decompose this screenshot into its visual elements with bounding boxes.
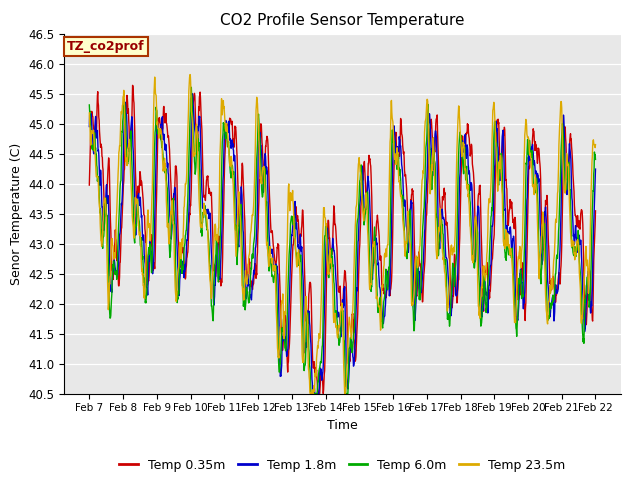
Temp 23.5m — [255, 136, 262, 142]
Temp 23.5m — [198, 218, 206, 224]
Temp 23.5m — [532, 181, 540, 187]
Temp 0.35m — [532, 142, 540, 148]
Temp 0.35m — [421, 247, 429, 252]
Temp 6.0m — [421, 165, 429, 170]
Temp 1.8m — [255, 138, 262, 144]
Temp 0.35m — [255, 198, 262, 204]
Temp 1.8m — [421, 210, 429, 216]
Temp 23.5m — [186, 74, 193, 80]
Temp 0.35m — [86, 182, 93, 188]
Temp 6.0m — [532, 185, 540, 191]
Temp 23.5m — [591, 142, 599, 147]
X-axis label: Time: Time — [327, 419, 358, 432]
Temp 0.35m — [488, 268, 495, 274]
Temp 6.0m — [591, 156, 599, 162]
Temp 0.35m — [315, 391, 323, 396]
Temp 1.8m — [488, 250, 495, 255]
Temp 0.35m — [591, 208, 599, 214]
Temp 1.8m — [591, 166, 599, 172]
Temp 23.5m — [307, 391, 314, 396]
Line: Temp 1.8m: Temp 1.8m — [90, 94, 595, 394]
Line: Temp 0.35m: Temp 0.35m — [90, 85, 595, 394]
Temp 23.5m — [488, 170, 495, 176]
Temp 0.35m — [186, 212, 194, 217]
Temp 23.5m — [186, 72, 194, 77]
Temp 0.35m — [129, 83, 136, 88]
Temp 6.0m — [86, 102, 93, 108]
Text: TZ_co2prof: TZ_co2prof — [67, 40, 145, 53]
Temp 1.8m — [189, 91, 196, 96]
Temp 23.5m — [421, 119, 429, 124]
Temp 1.8m — [309, 391, 317, 396]
Temp 6.0m — [186, 130, 193, 136]
Temp 6.0m — [198, 220, 206, 226]
Temp 1.8m — [186, 190, 193, 196]
Line: Temp 6.0m: Temp 6.0m — [90, 87, 595, 394]
Legend: Temp 0.35m, Temp 1.8m, Temp 6.0m, Temp 23.5m: Temp 0.35m, Temp 1.8m, Temp 6.0m, Temp 2… — [115, 454, 570, 477]
Temp 6.0m — [188, 84, 195, 90]
Temp 23.5m — [86, 110, 93, 116]
Temp 6.0m — [255, 117, 262, 123]
Temp 1.8m — [532, 168, 540, 174]
Temp 1.8m — [198, 194, 206, 200]
Temp 0.35m — [198, 142, 206, 148]
Title: CO2 Profile Sensor Temperature: CO2 Profile Sensor Temperature — [220, 13, 465, 28]
Temp 6.0m — [488, 213, 495, 219]
Temp 1.8m — [86, 124, 93, 130]
Line: Temp 23.5m: Temp 23.5m — [90, 74, 595, 394]
Temp 6.0m — [307, 391, 315, 396]
Y-axis label: Senor Temperature (C): Senor Temperature (C) — [10, 143, 22, 285]
